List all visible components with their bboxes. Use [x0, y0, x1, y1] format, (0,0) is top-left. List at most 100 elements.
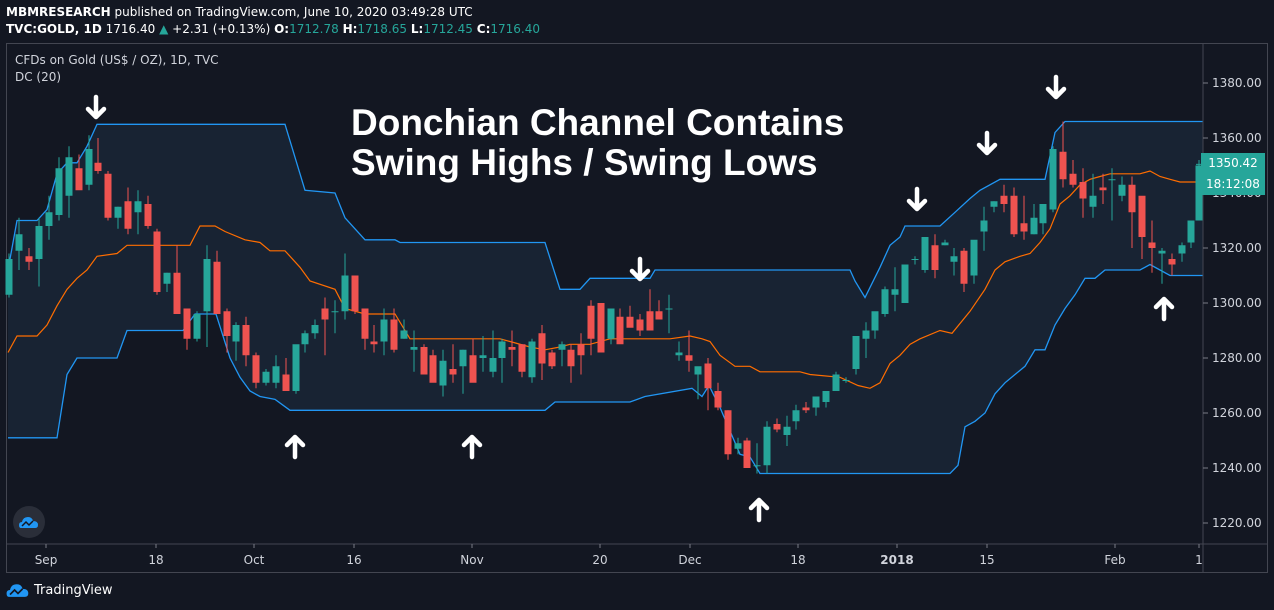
candle — [597, 303, 605, 353]
x-tick-label: Nov — [460, 553, 483, 567]
candle — [55, 157, 63, 221]
high-label: H: — [342, 22, 358, 36]
candle — [1168, 253, 1176, 276]
candle — [508, 330, 516, 367]
candle — [144, 195, 152, 229]
candle — [124, 187, 132, 235]
candle — [763, 421, 771, 474]
tradingview-logo-badge[interactable] — [13, 506, 45, 538]
chart-header: MBMRESEARCH published on TradingView.com… — [6, 4, 540, 38]
candle — [35, 217, 43, 287]
symbol-label: TVC:GOLD, 1D — [6, 22, 102, 36]
candle — [753, 443, 761, 474]
candle — [380, 308, 388, 356]
candle — [272, 355, 280, 389]
candle — [5, 253, 13, 298]
x-tick-label: 15 — [979, 553, 994, 567]
candle — [292, 344, 300, 394]
axes: 1220.00 1240.00 1260.00 1280.00 1300.00 1320.… — [6, 43, 1268, 573]
candle — [361, 308, 369, 350]
y-tick-label: 1380.00 — [1212, 76, 1262, 90]
x-tick-label: Feb — [1104, 553, 1125, 567]
candle — [173, 245, 181, 314]
candle — [694, 366, 702, 400]
candle — [252, 352, 260, 389]
candle — [75, 154, 83, 191]
candle — [587, 300, 595, 356]
annotation-line-2: Swing Highs / Swing Lows — [351, 142, 818, 183]
candle — [567, 344, 575, 383]
up-triangle-icon: ▲ — [159, 22, 169, 36]
candle — [15, 217, 23, 270]
candle — [1030, 204, 1038, 235]
candle — [911, 256, 919, 265]
candle — [675, 341, 683, 361]
candle — [792, 404, 800, 430]
last-price: 1716.40 — [105, 22, 156, 36]
candle — [94, 138, 102, 174]
close-value: 1716.40 — [490, 22, 540, 36]
y-tick-label: 1260.00 — [1212, 406, 1262, 420]
candle — [871, 311, 879, 339]
candle — [390, 308, 398, 353]
candle — [1089, 173, 1097, 218]
candle — [420, 344, 428, 375]
candle — [262, 369, 270, 386]
dc-basis-line — [7, 170, 1203, 389]
x-tick-label: 20 — [592, 553, 607, 567]
candle — [104, 171, 112, 221]
candle — [65, 146, 73, 218]
candle — [479, 336, 487, 372]
candle — [301, 330, 309, 353]
arrow-up-icon — [461, 434, 483, 460]
candle — [577, 333, 585, 375]
candle — [203, 245, 211, 347]
candle — [1187, 220, 1195, 248]
candle — [950, 248, 958, 276]
y-tick-label: 1240.00 — [1212, 461, 1262, 475]
x-tick-label: 2018 — [880, 553, 913, 567]
candle — [351, 275, 359, 314]
candle — [548, 349, 556, 369]
candle — [941, 239, 949, 246]
candle — [498, 338, 506, 383]
candle — [1069, 160, 1077, 188]
footer-brand[interactable]: TradingView — [34, 582, 113, 598]
candle — [459, 349, 467, 394]
candle — [881, 286, 889, 317]
candle — [242, 316, 250, 367]
series-legend[interactable]: CFDs on Gold (US$ / OZ), 1D, TVC — [15, 53, 219, 67]
close-label: C: — [476, 22, 491, 36]
candle — [616, 308, 624, 345]
ohlc-line: TVC:GOLD, 1D 1716.40 ▲ +2.31 (+0.13%) O:… — [6, 21, 540, 38]
candle — [773, 418, 781, 433]
candle — [410, 330, 418, 372]
candle — [812, 396, 820, 416]
candle — [163, 272, 171, 292]
arrow-up-icon — [748, 497, 770, 523]
candle — [25, 248, 33, 270]
countdown-tag: 18:12:08 — [1201, 174, 1265, 195]
candle — [1099, 173, 1107, 204]
candle — [223, 308, 231, 353]
candle — [685, 330, 693, 372]
candle — [331, 300, 339, 334]
candle — [85, 135, 93, 191]
candle — [400, 319, 408, 339]
candle — [45, 195, 53, 240]
chart-frame — [6, 43, 1268, 573]
candle — [213, 250, 221, 314]
x-tick-label: 1 — [1195, 553, 1203, 567]
x-tick-label: 18 — [148, 553, 163, 567]
price-change: +2.31 (+0.13%) — [172, 22, 271, 36]
candle — [960, 248, 968, 292]
candle — [724, 410, 732, 460]
y-tick-label: 1300.00 — [1212, 296, 1262, 310]
candle — [783, 415, 791, 446]
candle — [1049, 146, 1057, 213]
arrow-down-icon — [906, 186, 928, 212]
candle — [341, 253, 349, 320]
indicator-legend[interactable]: DC (20) — [15, 70, 62, 84]
annotation-line-1: Donchian Channel Contains — [351, 102, 845, 143]
